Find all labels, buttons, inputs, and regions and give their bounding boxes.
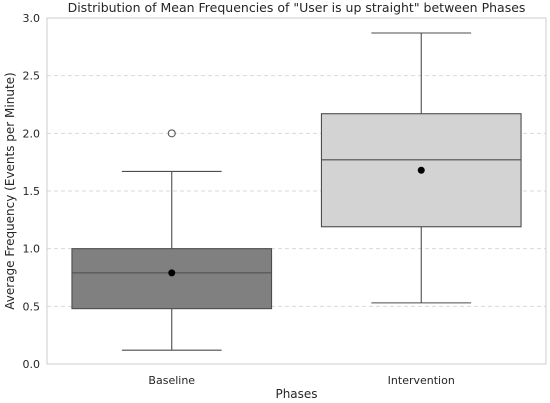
y-tick-label: 0.0 bbox=[23, 358, 41, 371]
y-axis-ticks: 0.0 0.5 1.0 1.5 2.0 2.5 3.0 bbox=[23, 12, 41, 371]
box-intervention bbox=[320, 32, 522, 304]
x-axis-title: Phases bbox=[275, 387, 317, 401]
y-tick-label: 1.5 bbox=[23, 185, 41, 198]
y-tick-label: 2.5 bbox=[23, 70, 41, 83]
y-axis-title: Average Frequency (Events per Minute) bbox=[3, 72, 17, 309]
box-baseline bbox=[71, 129, 273, 351]
mean-marker bbox=[168, 269, 176, 277]
boxes-layer bbox=[71, 32, 522, 351]
y-tick-label: 0.5 bbox=[23, 300, 41, 313]
outlier-point bbox=[167, 129, 176, 138]
mean-marker bbox=[417, 166, 425, 174]
y-tick-label: 1.0 bbox=[23, 243, 41, 256]
y-tick-label: 2.0 bbox=[23, 127, 41, 140]
y-tick-label: 3.0 bbox=[23, 12, 41, 25]
plot-frame bbox=[46, 17, 547, 365]
x-tick-label: Baseline bbox=[148, 374, 195, 387]
chart-title: Distribution of Mean Frequencies of "Use… bbox=[68, 0, 526, 15]
x-axis-ticks: Baseline Intervention bbox=[148, 374, 454, 387]
x-tick-label: Intervention bbox=[388, 374, 455, 387]
iqr-box bbox=[71, 248, 273, 310]
